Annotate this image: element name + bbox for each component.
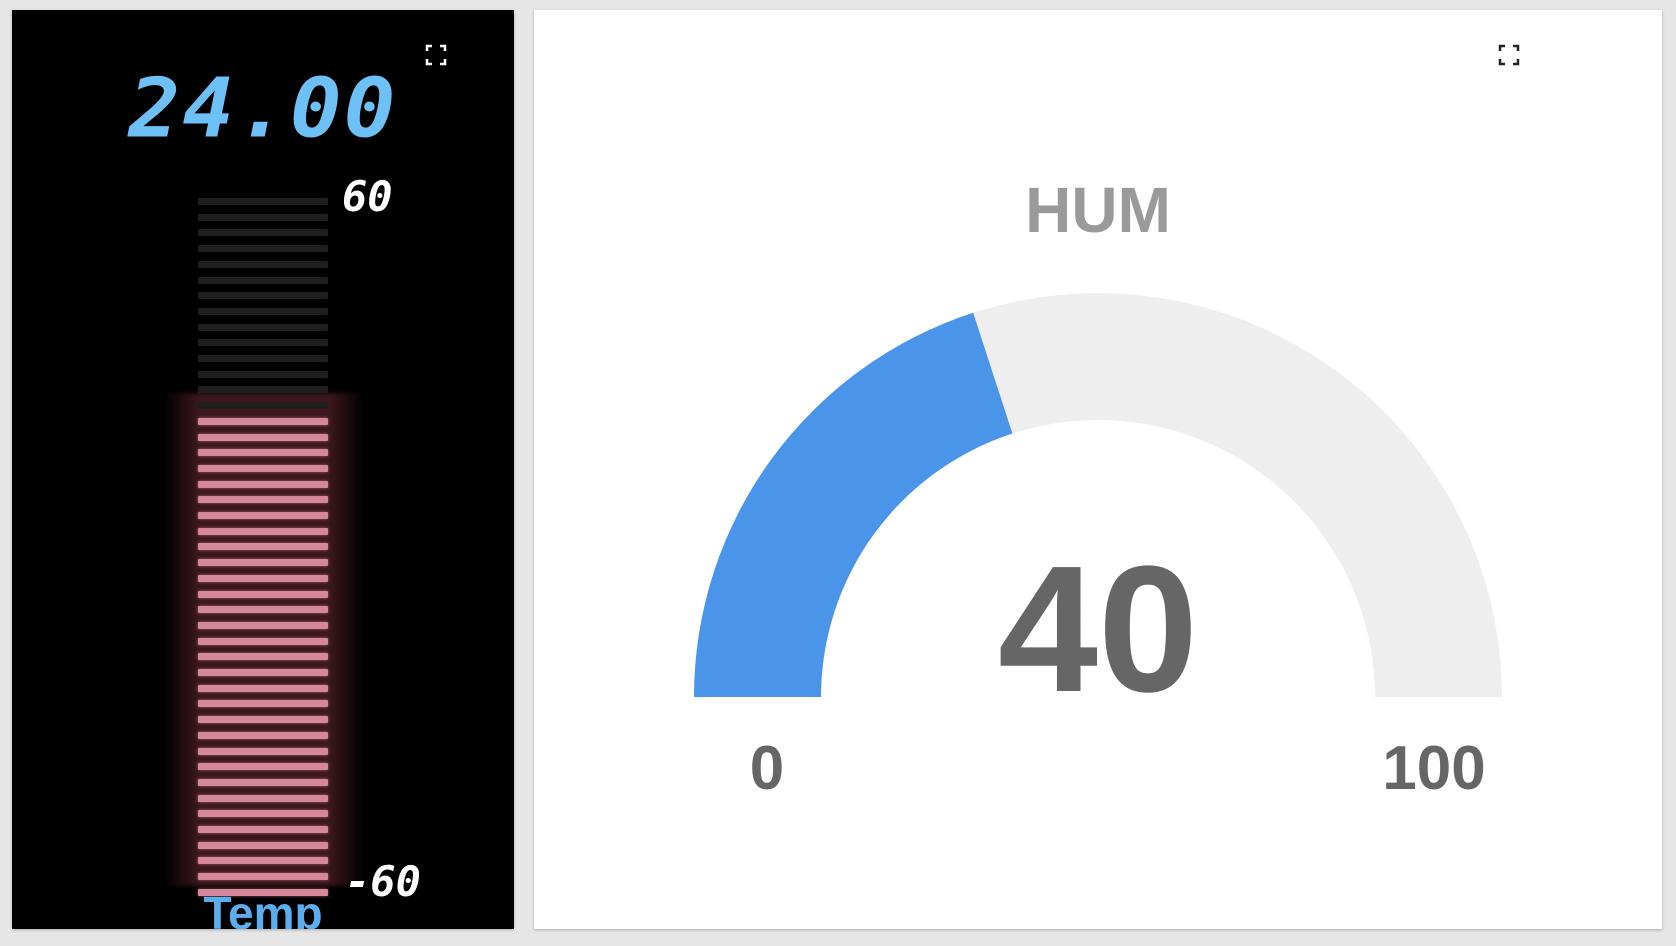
temp-max-label: 60: [342, 172, 393, 221]
temp-widget: 24.00 60 -60 Temp: [12, 10, 514, 929]
thermometer-bar: [198, 213, 328, 221]
thermometer-bar: [198, 323, 328, 331]
gauge-title: HUM: [1025, 174, 1171, 246]
thermometer-bar: [198, 496, 328, 504]
thermometer-bar: [198, 433, 328, 441]
gauge-max-label: 100: [1382, 734, 1486, 803]
hum-widget: HUM 40 0 100: [534, 10, 1662, 929]
thermometer-bar: [198, 684, 328, 692]
thermometer-bars: [198, 10, 328, 929]
gauge-value: 40: [997, 529, 1199, 730]
thermometer-bar: [198, 574, 328, 582]
thermometer-bar: [198, 276, 328, 284]
thermometer-bar: [198, 810, 328, 818]
thermometer-bar: [198, 543, 328, 551]
thermometer-bar: [198, 480, 328, 488]
thermometer-bar: [198, 355, 328, 362]
thermometer-bar: [198, 417, 328, 425]
thermometer-bar: [198, 826, 328, 833]
thermometer-bar: [198, 402, 328, 410]
thermometer-bar: [198, 464, 328, 472]
fullscreen-icon-glyph: [425, 44, 447, 66]
gauge-min-label: 0: [749, 734, 785, 803]
thermometer-bar: [198, 339, 328, 347]
thermometer-bar: [198, 260, 328, 268]
thermometer-bar: [198, 841, 328, 849]
thermometer-bar: [198, 873, 328, 881]
thermometer-bar: [198, 716, 328, 724]
thermometer-bar: [198, 669, 328, 676]
thermometer-bar: [198, 449, 328, 457]
thermometer-gauge: [12, 10, 514, 929]
thermometer-bar: [198, 778, 328, 786]
thermometer-bar: [198, 229, 328, 237]
thermometer-bar: [198, 700, 328, 708]
thermometer-bar: [198, 621, 328, 629]
gauge-fill: [694, 312, 1013, 697]
thermometer-bar: [198, 888, 328, 896]
thermometer-bar: [198, 559, 328, 567]
temp-value: 24.00: [128, 61, 398, 157]
thermometer-bar: [198, 653, 328, 661]
thermometer-bar: [198, 857, 328, 865]
thermometer-bar: [198, 512, 328, 519]
thermometer-bar: [198, 370, 328, 378]
thermometer-bar: [198, 606, 328, 614]
thermometer-bar: [198, 386, 328, 394]
fullscreen-icon[interactable]: [1497, 43, 1521, 67]
thermometer-bar: [198, 794, 328, 802]
thermometer-bar: [198, 747, 328, 755]
temp-label: Temp: [203, 887, 323, 929]
humidity-gauge: [694, 293, 1502, 697]
thermometer-bar: [198, 590, 328, 598]
fullscreen-icon[interactable]: [424, 43, 448, 67]
thermometer-bar: [198, 527, 328, 535]
fullscreen-icon-glyph: [1498, 44, 1520, 66]
thermometer-bar: [198, 292, 328, 300]
thermometer-bar: [198, 637, 328, 645]
thermometer-bar: [198, 245, 328, 253]
thermometer-bar: [198, 307, 328, 315]
thermometer-bar: [198, 763, 328, 771]
thermometer-bar: [198, 198, 328, 205]
temp-min-label: -60: [345, 857, 421, 906]
thermometer-bar: [198, 731, 328, 739]
